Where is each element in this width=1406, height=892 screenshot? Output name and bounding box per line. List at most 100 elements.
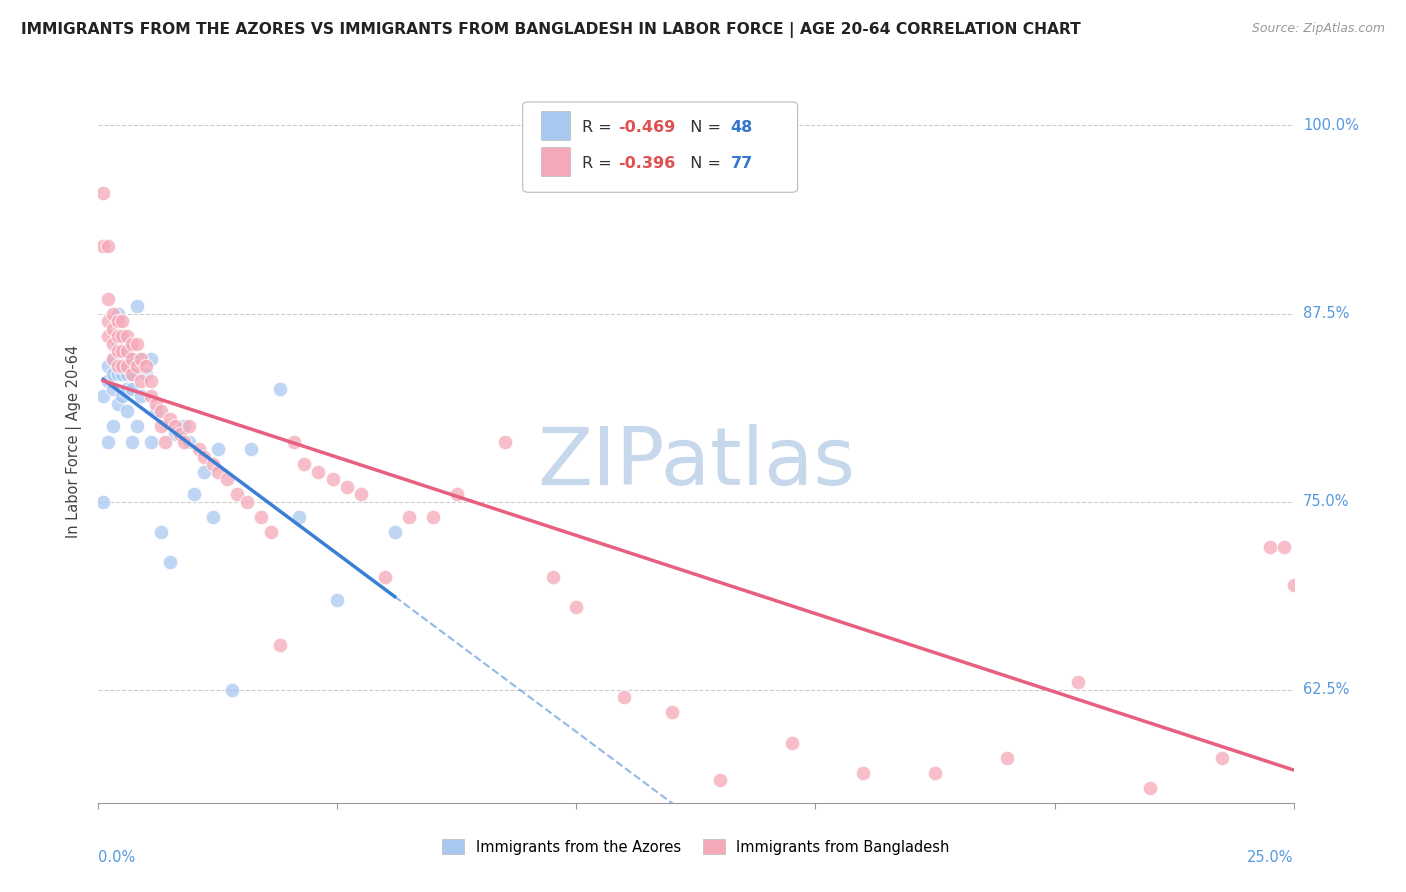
Point (613, 690, 636, 705)
Point (111, 314, 134, 328)
Point (283, 434, 305, 449)
Point (97, 434, 120, 449)
Point (169, 427, 191, 442)
Text: IMMIGRANTS FROM THE AZORES VS IMMIGRANTS FROM BANGLADESH IN LABOR FORCE | AGE 20: IMMIGRANTS FROM THE AZORES VS IMMIGRANTS… (21, 22, 1081, 38)
Point (1272, 540, 1295, 554)
Point (125, 336, 148, 351)
Point (336, 480, 359, 494)
Point (115, 351, 138, 366)
Point (107, 307, 129, 321)
Point (709, 773, 731, 788)
Point (111, 351, 134, 366)
Point (101, 307, 124, 321)
Point (125, 359, 148, 374)
Point (139, 351, 162, 366)
Text: 75.0%: 75.0% (1303, 494, 1350, 509)
Point (446, 487, 468, 501)
Point (179, 434, 201, 449)
Point (1211, 750, 1233, 764)
Point (97, 239, 120, 253)
Point (91, 389, 114, 403)
Point (494, 434, 516, 449)
Point (131, 389, 153, 403)
Point (292, 457, 315, 471)
Point (91, 239, 114, 253)
Text: 25.0%: 25.0% (1247, 850, 1294, 864)
Point (852, 765, 875, 780)
Point (107, 344, 129, 359)
Point (107, 314, 129, 328)
Point (1282, 577, 1305, 591)
Point (115, 404, 138, 418)
Point (183, 487, 205, 501)
Point (115, 359, 138, 374)
FancyBboxPatch shape (541, 112, 571, 140)
Point (139, 375, 162, 389)
Point (163, 427, 186, 442)
Point (107, 367, 129, 381)
Point (159, 412, 181, 426)
Point (159, 555, 181, 569)
Point (101, 419, 124, 434)
Point (101, 336, 124, 351)
Point (111, 367, 134, 381)
Point (131, 375, 153, 389)
Point (398, 509, 420, 524)
Point (121, 367, 143, 381)
Text: R =: R = (582, 156, 617, 171)
Point (207, 465, 229, 479)
Text: 100.0%: 100.0% (1303, 118, 1360, 133)
Point (322, 472, 344, 486)
Point (101, 367, 124, 381)
Point (307, 465, 329, 479)
Point (1292, 600, 1315, 615)
Point (115, 382, 138, 396)
Point (107, 397, 129, 411)
Point (149, 524, 172, 539)
Point (269, 638, 291, 652)
Point (111, 389, 134, 403)
Text: ZIPatlas: ZIPatlas (537, 425, 855, 502)
Point (101, 351, 124, 366)
Point (179, 419, 201, 434)
Point (226, 487, 249, 501)
Text: N =: N = (681, 120, 727, 135)
Point (193, 450, 215, 464)
Point (565, 600, 588, 615)
Text: 77: 77 (731, 156, 752, 171)
Point (924, 765, 946, 780)
Point (422, 509, 444, 524)
Point (541, 570, 564, 584)
Point (111, 344, 134, 359)
Point (193, 465, 215, 479)
Point (131, 351, 153, 366)
Point (107, 329, 129, 343)
Point (111, 336, 134, 351)
Point (173, 419, 195, 434)
Point (97, 375, 120, 389)
Point (97, 329, 120, 343)
Text: R =: R = (582, 120, 617, 135)
Point (350, 487, 373, 501)
Point (101, 382, 124, 396)
Point (235, 495, 257, 509)
Point (202, 509, 225, 524)
Point (97, 314, 120, 328)
Point (384, 524, 406, 539)
Point (107, 359, 129, 374)
Point (121, 351, 143, 366)
Point (121, 367, 143, 381)
Point (240, 442, 263, 456)
Legend: Immigrants from the Azores, Immigrants from Bangladesh: Immigrants from the Azores, Immigrants f… (436, 833, 956, 861)
Point (139, 389, 162, 403)
Point (149, 419, 172, 434)
Text: -0.469: -0.469 (619, 120, 675, 135)
Point (121, 336, 143, 351)
Point (135, 367, 157, 381)
Point (115, 367, 138, 381)
Point (217, 472, 239, 486)
Text: N =: N = (681, 156, 727, 171)
Point (135, 359, 157, 374)
Text: 48: 48 (731, 120, 752, 135)
Point (207, 442, 229, 456)
